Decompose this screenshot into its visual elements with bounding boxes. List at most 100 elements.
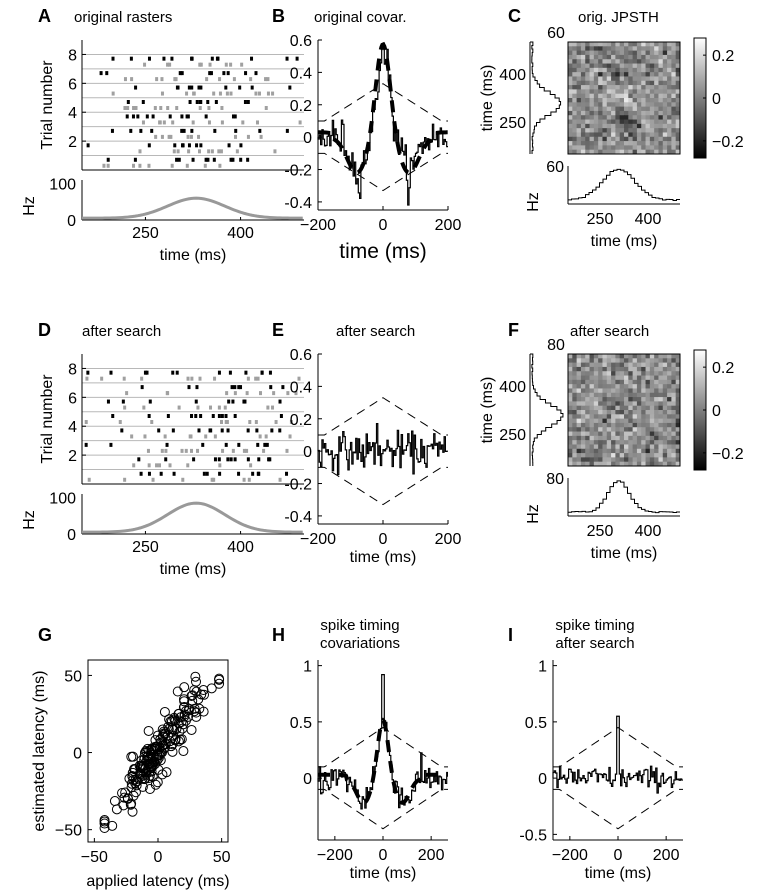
jpsth-cell <box>615 388 621 394</box>
covar-y-tick-label: 0.4 <box>290 379 312 396</box>
scatter-x-tick-label: −50 <box>81 849 108 866</box>
raster-spike <box>294 391 298 396</box>
psth-x-tick-label: 400 <box>227 539 254 556</box>
jpsth-cell <box>598 362 603 368</box>
jpsth-cell <box>632 362 638 368</box>
jpsth-cell <box>572 85 578 90</box>
jpsth-y-tick-label: 400 <box>499 67 526 84</box>
jpsth-cell <box>645 362 651 368</box>
jpsth-cell <box>593 457 599 463</box>
raster-spike <box>246 457 250 462</box>
jpsth-cell <box>619 42 625 47</box>
jpsth-cell <box>628 132 634 138</box>
jpsth-cell <box>654 405 659 411</box>
jpsth-cell <box>598 444 603 450</box>
raster-spike <box>151 477 155 482</box>
jpsth-cell <box>645 375 651 381</box>
jpsth-cell <box>580 132 586 138</box>
jpsth-cell <box>611 98 616 103</box>
jpsth-cell <box>658 366 664 372</box>
jpsth-cell <box>576 54 582 60</box>
jpsth-cell <box>585 422 591 428</box>
raster-spike <box>147 471 151 476</box>
jpsth-cell <box>602 128 608 133</box>
jpsth-cell <box>671 410 677 415</box>
panel-letter-i: I <box>508 625 513 645</box>
jpsth-cell <box>675 72 681 77</box>
jpsth-cell <box>619 401 625 407</box>
jpsth-cell <box>628 392 634 398</box>
jpsth-cell <box>636 67 642 73</box>
jpsth-cell <box>662 149 668 155</box>
scatter-point <box>99 815 110 826</box>
jpsth-cell <box>632 106 638 112</box>
scatter-point <box>186 724 197 735</box>
title-i-line2: after search <box>555 635 634 652</box>
raster-spike <box>196 405 200 410</box>
jpsth-cell <box>602 149 608 155</box>
jpsth-cell <box>619 379 625 385</box>
jpsth-cell <box>667 453 672 458</box>
jpsth-cell <box>598 379 603 385</box>
jpsth-cell <box>602 401 608 407</box>
jpsth-cell <box>628 72 634 77</box>
jpsth-cell <box>589 371 595 377</box>
jpsth-cell <box>636 63 642 69</box>
jpsth-cell <box>641 110 647 116</box>
jpsth-cell <box>606 115 612 121</box>
jpsth-cell <box>615 76 621 82</box>
raster-spike <box>237 385 241 390</box>
jpsth-cell <box>606 110 612 116</box>
confidence-band-lower <box>553 788 683 830</box>
jpsth-cell <box>662 93 668 99</box>
scatter-point <box>172 686 183 697</box>
scatter-point <box>194 703 205 714</box>
jpsth-cell <box>576 362 582 368</box>
jpsth-cell <box>602 106 608 112</box>
jpsth-cell <box>662 384 668 389</box>
raster-spike <box>192 91 196 96</box>
jpsth-cell <box>619 72 625 77</box>
raster-spike <box>84 420 88 424</box>
raster-spike <box>246 157 250 162</box>
jpsth-cell <box>636 371 642 377</box>
raster-spike <box>210 477 214 482</box>
jpsth-cell <box>628 119 634 125</box>
raster-spike <box>220 414 224 418</box>
raster-spike <box>158 120 162 125</box>
jpsth-cell <box>572 50 578 56</box>
jpsth-cell <box>572 89 578 95</box>
predicted-covariation <box>318 717 448 805</box>
jpsth-cell <box>580 358 586 364</box>
jpsth-cell <box>641 366 647 372</box>
jpsth-cell <box>636 80 642 86</box>
raster-spike <box>160 77 164 82</box>
jpsth-cell <box>580 418 586 424</box>
jpsth-cell <box>606 461 612 467</box>
jpsth-cell <box>671 42 677 47</box>
raster-spike <box>246 376 250 381</box>
jpsth-cell <box>632 80 638 86</box>
jpsth-cell <box>662 358 668 364</box>
raster-spike <box>256 442 260 447</box>
jpsth-cell <box>671 366 677 372</box>
raster-spike <box>217 457 221 462</box>
jpsth-cell <box>624 362 629 368</box>
raster-y-tick-label: 6 <box>68 76 77 93</box>
jpsth-cell <box>658 410 664 415</box>
jpsth-cell <box>568 102 573 108</box>
jpsth-cell <box>654 67 659 73</box>
raster-spike <box>146 448 150 453</box>
jpsth-cell <box>641 123 647 129</box>
jpsth-cell <box>615 414 621 420</box>
jpsth-cell <box>585 397 591 402</box>
jpsth-cell <box>568 358 573 364</box>
jpsth-cell <box>645 110 651 116</box>
jpsth-cell <box>580 461 586 467</box>
jpsth-cell <box>611 54 616 60</box>
jpsth-cell <box>602 388 608 394</box>
jpsth-cell <box>598 119 603 125</box>
jpsth-cell <box>636 384 642 389</box>
jpsth-cell <box>671 59 677 65</box>
jpsth-cell <box>606 354 612 359</box>
